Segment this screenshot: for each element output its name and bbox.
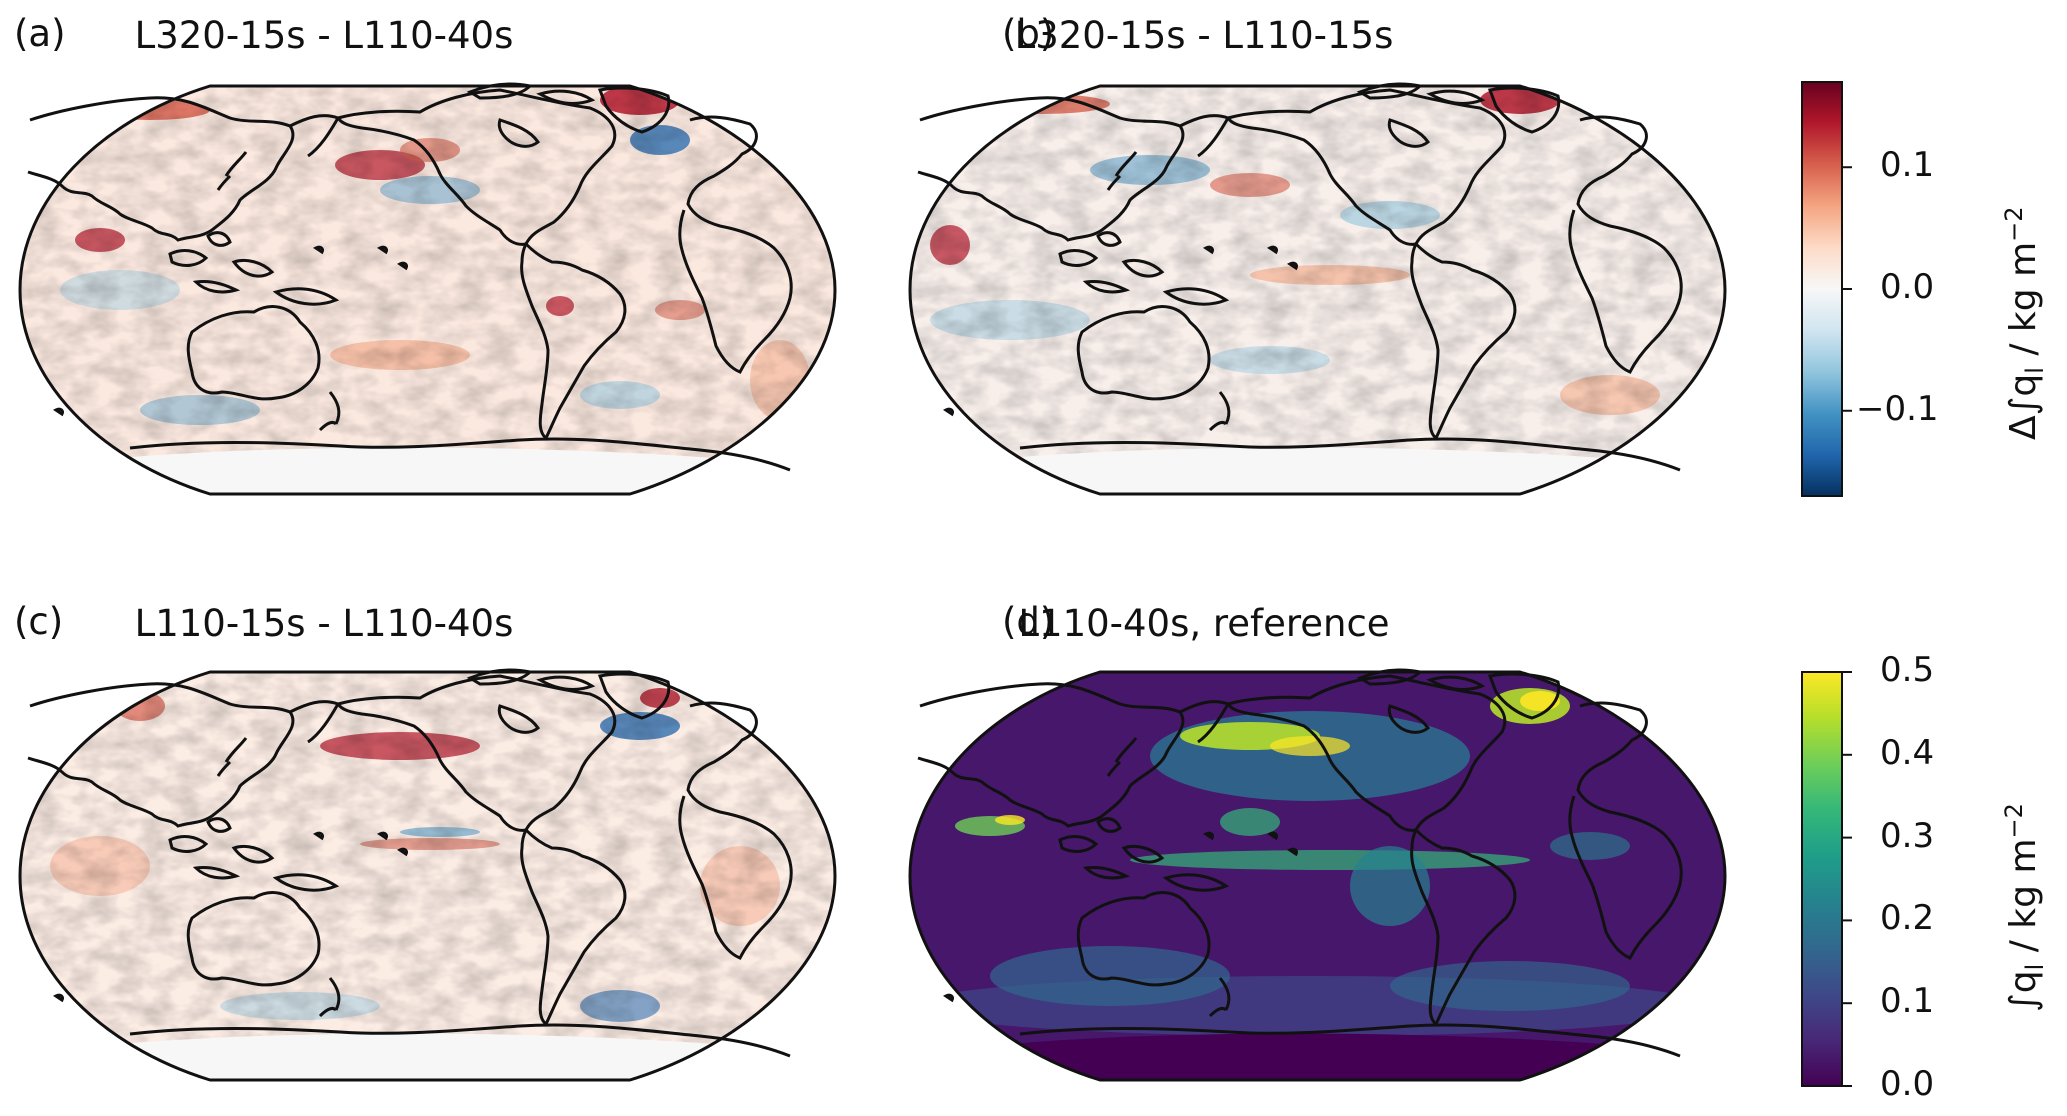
colorbar-difference-ticks — [1842, 166, 1852, 412]
map-border-d — [908, 670, 1727, 1082]
map-border-c — [18, 670, 837, 1082]
map-panel-c — [18, 668, 837, 1082]
difference-colorbar-title-unit: / kg m — [2003, 241, 2044, 368]
panel-b-label: (b) — [1002, 12, 1055, 55]
panel-d-label: (d) — [1002, 600, 1055, 643]
colorbar-tick-label: 0.0 — [1880, 267, 1935, 307]
map-panel-b — [908, 82, 1727, 496]
panel-d-title: L110-40s, reference — [1018, 602, 1390, 645]
colorbar-tick-label: 0.2 — [1880, 898, 1935, 939]
difference-colorbar-title-sub: l — [2021, 367, 2050, 374]
colorbar-tick-label: 0.1 — [1880, 981, 1935, 1022]
colorbar-difference — [1801, 81, 1852, 497]
panel-a-title: L320-15s - L110-40s — [134, 14, 514, 57]
reference-colorbar-title-sup: −2 — [2000, 803, 2028, 839]
reference-colorbar-title: ∫ql / kg m−2 — [2000, 803, 2049, 1012]
colorbar-tick-label: 0.1 — [1880, 145, 1935, 186]
colorbar-tick-label: 0.3 — [1880, 815, 1935, 856]
colorbar-reference-ticks — [1842, 671, 1852, 1087]
panel-c-title: L110-15s - L110-40s — [134, 602, 514, 645]
panel-a-label: (a) — [14, 12, 66, 55]
colorbar-tick-label: −0.1 — [1856, 388, 1939, 429]
reference-colorbar-title-unit: / kg m — [2003, 838, 2044, 964]
reference-colorbar-title-main: ∫q — [2003, 970, 2044, 1012]
map-border-a — [18, 84, 837, 496]
difference-colorbar-title-main: Δ∫q — [2003, 373, 2044, 440]
map-border-b — [908, 84, 1727, 496]
map-panel-a — [18, 82, 837, 496]
panel-c-label: (c) — [14, 600, 64, 643]
panel-b-title: L320-15s - L110-15s — [1014, 14, 1394, 57]
map-panel-d — [908, 668, 1727, 1082]
colorbar-tick-label: 0.0 — [1880, 1064, 1935, 1104]
difference-colorbar-title-sup: −2 — [2000, 206, 2028, 242]
reference-colorbar-title-sub: l — [2021, 963, 2050, 971]
colorbar-reference — [1801, 671, 1852, 1087]
colorbar-tick-label: 0.5 — [1880, 650, 1935, 690]
colorbar-tick-label: 0.4 — [1880, 732, 1935, 773]
difference-colorbar-title: Δ∫ql / kg m−2 — [2000, 206, 2049, 440]
reference-field-d — [910, 688, 1710, 1036]
